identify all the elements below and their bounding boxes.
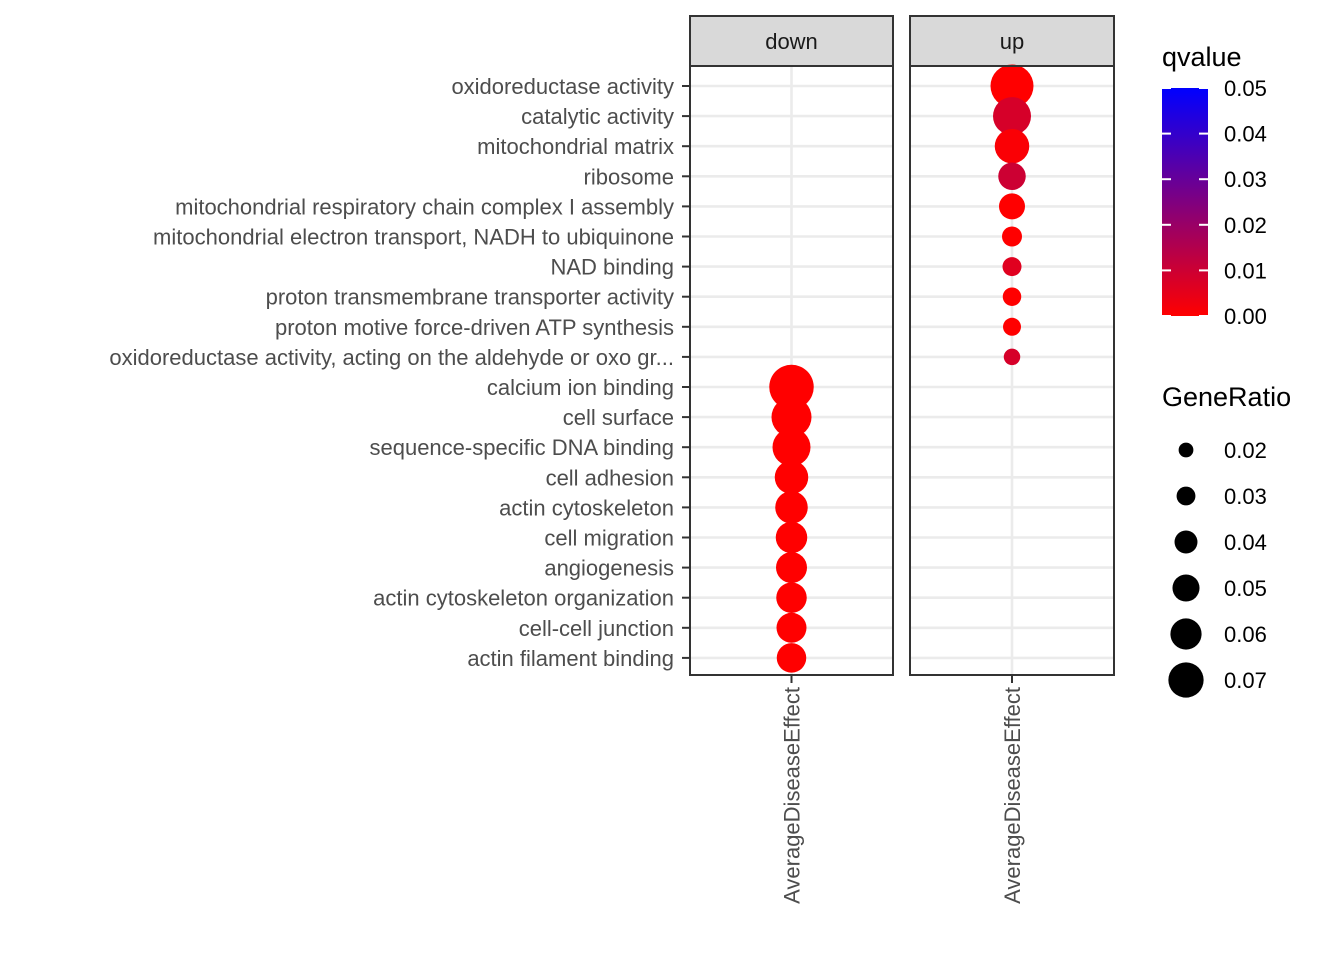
y-tick-label: mitochondrial matrix xyxy=(477,134,674,159)
size-legend-label: 0.04 xyxy=(1224,530,1267,555)
color-legend-label: 0.05 xyxy=(1224,76,1267,101)
x-tick-label: AverageDiseaseEffect xyxy=(1000,687,1025,904)
color-legend-label: 0.04 xyxy=(1224,122,1267,147)
panel-up: up AverageDiseaseEffect xyxy=(909,15,1115,904)
y-tick-label: cell surface xyxy=(563,405,674,430)
facet-panels: down AverageDiseaseEffect up AverageDisease… xyxy=(689,15,1115,904)
y-tick-label: angiogenesis xyxy=(544,556,674,581)
y-tick-label: cell-cell junction xyxy=(519,616,674,641)
y-tick-label: sequence-specific DNA binding xyxy=(369,435,674,460)
size-legend-key xyxy=(1178,442,1194,458)
color-legend-label: 0.02 xyxy=(1224,213,1267,238)
point-down xyxy=(775,521,808,554)
point-up xyxy=(998,162,1026,191)
size-legend-key xyxy=(1176,486,1196,506)
size-legend-label: 0.03 xyxy=(1224,484,1267,509)
point-up xyxy=(1003,348,1021,366)
point-up xyxy=(1002,226,1022,247)
point-down xyxy=(772,428,811,467)
x-tick-label: AverageDiseaseEffect xyxy=(780,687,805,904)
point-up xyxy=(994,128,1030,164)
color-legend-label: 0.03 xyxy=(1224,167,1267,192)
y-tick-label: actin filament binding xyxy=(467,646,674,671)
y-axis: oxidoreductase activity catalytic activit… xyxy=(109,74,690,671)
y-tick-label: mitochondrial respiratory chain complex … xyxy=(175,194,674,219)
strip-background xyxy=(909,15,1115,67)
size-legend-label: 0.06 xyxy=(1224,622,1267,647)
point-up xyxy=(1002,257,1022,277)
y-tick-label: proton motive force-driven ATP synthesis xyxy=(275,315,674,340)
size-legend-label: 0.07 xyxy=(1224,668,1267,693)
y-tick-label: cell adhesion xyxy=(546,465,674,490)
y-tick-label: catalytic activity xyxy=(521,104,674,129)
y-tick-label: cell migration xyxy=(544,526,674,551)
point-down xyxy=(776,643,807,673)
size-legend-key xyxy=(1168,662,1204,698)
y-tick-label: ribosome xyxy=(584,164,674,189)
y-tick-label: proton transmembrane transporter activit… xyxy=(266,285,674,310)
point-up xyxy=(1003,317,1021,336)
point-down xyxy=(769,364,814,410)
color-legend-label: 0.01 xyxy=(1224,258,1267,283)
point-up xyxy=(1002,287,1022,306)
color-bar xyxy=(1162,88,1208,316)
strip-background xyxy=(689,15,894,67)
color-legend-label: 0.00 xyxy=(1224,304,1267,329)
point-down xyxy=(776,552,807,584)
y-tick-label: NAD binding xyxy=(550,255,674,280)
strip-label-down: down xyxy=(765,29,818,54)
size-legend-label: 0.02 xyxy=(1224,438,1267,463)
y-tick-label: oxidoreductase activity xyxy=(451,74,674,99)
point-down xyxy=(775,491,808,524)
y-tick-label: calcium ion binding xyxy=(487,375,674,400)
y-tick-label: actin cytoskeleton xyxy=(499,495,674,520)
strip-label-up: up xyxy=(1000,29,1024,54)
legends: qvalue 0.05 0.04 0.03 0.02 0.01 0.00 GeneRatio 0… xyxy=(1162,42,1291,698)
size-legend-title: GeneRatio xyxy=(1162,382,1291,412)
point-down xyxy=(771,397,812,438)
panel-down: down AverageDiseaseEffect xyxy=(689,15,894,904)
size-legend-key xyxy=(1174,530,1198,554)
point-down xyxy=(774,460,809,495)
y-tick-label: mitochondrial electron transport, NADH t… xyxy=(153,225,674,250)
size-legend-key xyxy=(1170,618,1202,650)
point-down xyxy=(776,612,807,643)
point-down xyxy=(776,582,807,613)
y-tick-label: oxidoreductase activity, acting on the a… xyxy=(109,345,674,370)
size-legend-key xyxy=(1172,574,1200,602)
point-up xyxy=(993,97,1031,136)
point-up xyxy=(990,64,1034,108)
size-legend-label: 0.05 xyxy=(1224,576,1267,601)
point-up xyxy=(999,193,1025,220)
y-tick-label: actin cytoskeleton organization xyxy=(373,586,674,611)
color-legend-title: qvalue xyxy=(1162,42,1242,72)
